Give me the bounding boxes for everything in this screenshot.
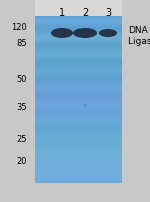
Text: 1: 1 — [59, 8, 65, 18]
Bar — [35, 0, 122, 16]
Ellipse shape — [78, 31, 92, 35]
Ellipse shape — [73, 28, 97, 38]
Text: 20: 20 — [16, 158, 27, 166]
Ellipse shape — [99, 29, 117, 37]
Ellipse shape — [51, 28, 73, 38]
Text: DNA
Ligase I: DNA Ligase I — [128, 26, 150, 46]
Text: 120: 120 — [11, 22, 27, 32]
Ellipse shape — [56, 31, 68, 35]
Text: 85: 85 — [16, 39, 27, 47]
Ellipse shape — [103, 31, 113, 35]
Text: 35: 35 — [16, 102, 27, 112]
Text: 25: 25 — [16, 136, 27, 144]
Text: 3: 3 — [105, 8, 111, 18]
Text: 50: 50 — [16, 76, 27, 84]
Text: 2: 2 — [82, 8, 88, 18]
